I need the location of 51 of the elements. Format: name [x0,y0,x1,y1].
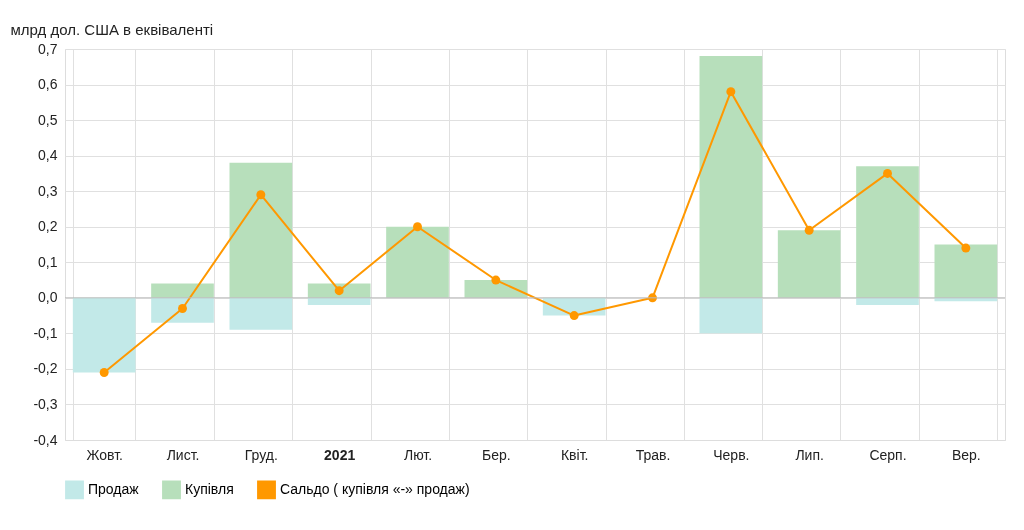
y-tick-label: -0,1 [33,324,58,341]
x-tick-label: 2021 [324,446,356,463]
bar [856,166,919,298]
point [334,286,344,296]
y-tick-label: 0,0 [38,289,58,306]
y-axis-title: млрд дол. США в еквіваленті [10,20,214,38]
point [961,243,971,253]
x-tick-label: Бер. [482,446,511,463]
x-tick-label: Жовт. [86,446,123,463]
y-tick-label: -0,3 [33,395,58,412]
point [178,304,187,313]
legend-label: Сальдо ( купівля «-» продаж) [280,480,470,497]
y-tick-label: 0,5 [38,111,58,128]
x-tick-label: Черв. [713,446,750,463]
point [256,190,266,200]
bar [856,297,919,305]
point [413,222,422,232]
point [569,311,579,321]
x-tick-label: Квіт. [560,446,589,463]
bar [151,297,214,323]
point [804,225,814,235]
y-tick-label: 0,3 [38,182,58,199]
x-tick-label: Лип. [795,446,824,463]
point [726,87,736,97]
x-tick-label: Серп. [869,446,907,463]
y-tick-label: 0,6 [38,76,58,93]
point [491,275,501,285]
y-tick-label: 0,1 [38,253,58,270]
bar [699,56,763,298]
x-tick-label: Лют. [403,446,433,463]
legend-label: Купівля [185,480,234,497]
x-tick-label: Лист. [166,446,200,463]
x-tick-label: Груд. [244,446,278,463]
point [883,168,892,178]
bar [934,244,998,298]
bar [699,297,763,334]
x-tick-label: Вер. [951,446,981,463]
bar [386,226,449,298]
x-tick-label: Трав. [635,446,671,463]
point [99,368,109,377]
bar [229,162,293,298]
y-tick-label: -0,2 [33,360,58,377]
y-tick-label: 0,7 [38,40,58,57]
bar [229,297,293,330]
y-tick-label: 0,4 [38,147,58,164]
bar [72,297,136,373]
y-tick-label: -0,4 [33,431,58,448]
legend-label: Продаж [88,480,140,497]
y-tick-label: 0,2 [38,218,58,235]
bar [307,297,371,305]
bar [777,230,841,298]
